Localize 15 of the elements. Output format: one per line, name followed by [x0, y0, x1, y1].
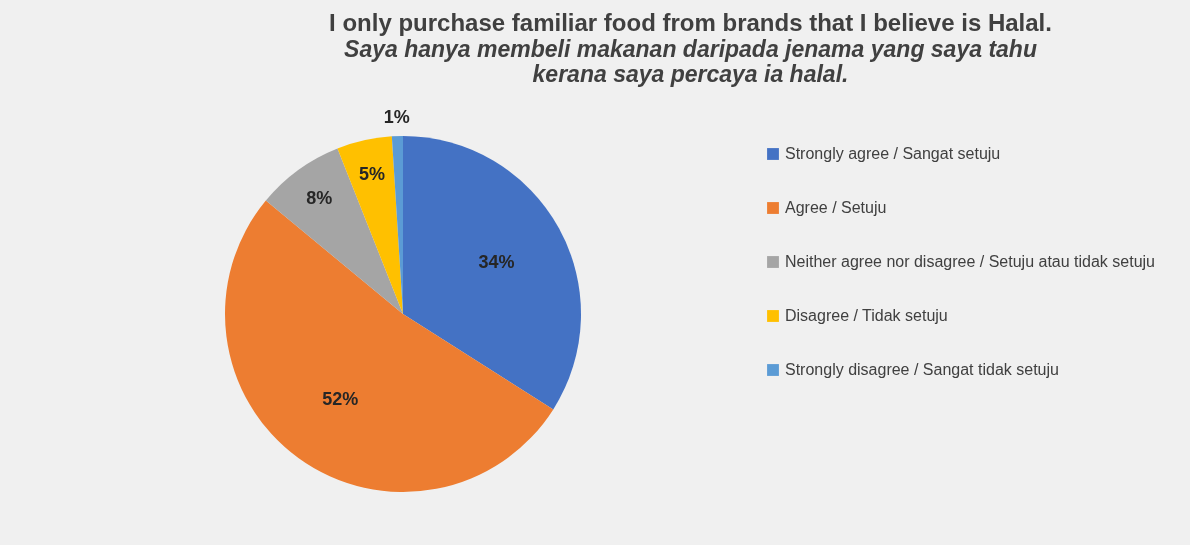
data-label: 5%: [358, 164, 385, 185]
data-label: 52%: [322, 389, 359, 410]
legend-label: Strongly agree / Sangat setuju: [785, 145, 1001, 162]
data-label: 8%: [306, 187, 333, 208]
chart-subtitle: Saya hanya membeli makanan daripada jenama yang saya tahu kerana saya percaya ia halal.: [344, 36, 1037, 88]
legend-label: Strongly disagree / Sangat tidak setuju: [785, 361, 1059, 378]
data-label: 34%: [478, 251, 515, 272]
data-label: 1%: [383, 107, 410, 128]
pie-slice: [403, 136, 581, 410]
legend-label: Neither agree nor disagree / Setuju atau tidak setuju: [785, 253, 1156, 270]
pie-slice: [337, 136, 403, 314]
legend-label: Agree / Setuju: [785, 199, 887, 216]
pie-slice: [265, 148, 403, 314]
chart-title: I only purchase familiar food from brands that I believe is Halal.: [329, 9, 1052, 37]
legend-label: Disagree / Tidak setuju: [785, 307, 948, 324]
